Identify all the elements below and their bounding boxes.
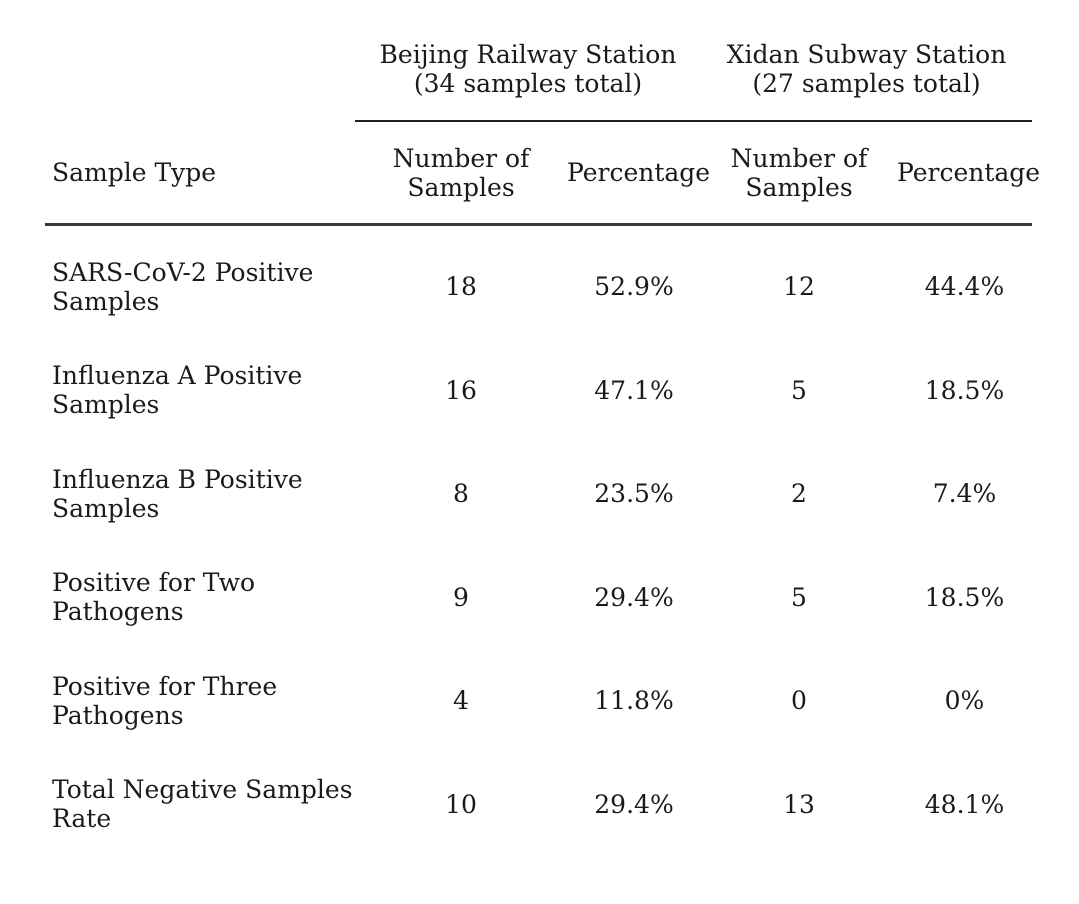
col-header-xds-number-of-samples: Number of Samples xyxy=(701,144,897,202)
row-label-text: SARS-CoV-2 Positive Samples xyxy=(52,257,314,316)
group-header-xidan: Xidan Subway Station (27 samples total) xyxy=(701,40,1032,98)
bjs-percentage-value: 47.1% xyxy=(594,375,674,405)
xds-percentage-value: 18.5% xyxy=(924,582,1005,612)
bjs-percentage-value: 29.4% xyxy=(594,789,674,819)
col-header-sample-type: Sample Type xyxy=(52,158,217,187)
bjs-percentage-value: 29.4% xyxy=(594,582,674,612)
row-label-text: Positive for Two Pathogens xyxy=(52,568,256,627)
bjs-percentage-value: 23.5% xyxy=(594,479,674,509)
group-header-spacer xyxy=(45,40,355,122)
table-row-three-pathogens: Positive for Three Pathogens 4 11.8% 0 0… xyxy=(45,649,1032,753)
table-row-influenza-a: Influenza A Positive Samples 16 47.1% 5 … xyxy=(45,339,1032,443)
bjs-count-value: 10 xyxy=(445,789,477,819)
samples-comparison-table: Beijing Railway Station (34 samples tota… xyxy=(45,40,1041,856)
row-label: Positive for Three Pathogens xyxy=(45,672,355,730)
table-row-sars-cov-2: SARS-CoV-2 Positive Samples 18 52.9% 12 … xyxy=(45,235,1032,339)
bjs-count-value: 9 xyxy=(453,582,469,612)
row-label: Positive for Two Pathogens xyxy=(45,568,355,626)
bjs-count-value: 4 xyxy=(453,686,469,716)
col-header-bjs-percentage: Percentage xyxy=(567,158,711,187)
row-label-text: Influenza A Positive Samples xyxy=(52,361,303,420)
xds-count-value: 5 xyxy=(791,375,807,405)
xds-percentage-value: 18.5% xyxy=(924,375,1005,405)
xds-percentage-value: 48.1% xyxy=(924,789,1005,819)
col-header-xds-number-of-samples-text: Number of Samples xyxy=(730,143,868,202)
xds-count-value: 0 xyxy=(791,686,807,716)
bjs-percentage-value: 52.9% xyxy=(594,272,674,302)
table-row-two-pathogens: Positive for Two Pathogens 9 29.4% 5 18.… xyxy=(45,546,1032,650)
xds-count-value: 12 xyxy=(783,272,815,302)
col-header-xds-percentage: Percentage xyxy=(897,158,1041,187)
bjs-count-value: 16 xyxy=(445,375,477,405)
xds-count-value: 2 xyxy=(791,479,807,509)
station-group-header-row: Beijing Railway Station (34 samples tota… xyxy=(45,40,1032,122)
group-header-beijing: Beijing Railway Station (34 samples tota… xyxy=(355,40,701,98)
xds-count-value: 13 xyxy=(783,789,815,819)
col-header-bjs-number-of-samples-text: Number of Samples xyxy=(392,143,530,202)
bjs-count-value: 8 xyxy=(453,479,469,509)
bjs-count-value: 18 xyxy=(445,272,477,302)
xds-percentage-value: 7.4% xyxy=(932,479,997,509)
row-label: SARS-CoV-2 Positive Samples xyxy=(45,258,355,316)
bjs-percentage-value: 11.8% xyxy=(594,686,674,716)
group-header-xidan-title: Xidan Subway Station xyxy=(726,40,1007,69)
table-row-total-negative: Total Negative Samples Rate 10 29.4% 13 … xyxy=(45,753,1032,857)
row-label: Influenza B Positive Samples xyxy=(45,465,355,523)
row-label: Total Negative Samples Rate xyxy=(45,775,355,833)
group-header-beijing-subtitle: (34 samples total) xyxy=(413,69,643,98)
row-label: Influenza A Positive Samples xyxy=(45,361,355,419)
station-group-span: Beijing Railway Station (34 samples tota… xyxy=(355,40,1032,122)
row-label-text: Total Negative Samples Rate xyxy=(52,775,353,834)
xds-count-value: 5 xyxy=(791,582,807,612)
col-header-bjs-number-of-samples: Number of Samples xyxy=(355,144,567,202)
column-header-row: Sample Type Number of Samples Percentage… xyxy=(45,122,1041,226)
row-label-text: Influenza B Positive Samples xyxy=(52,464,303,523)
table-row-influenza-b: Influenza B Positive Samples 8 23.5% 2 7… xyxy=(45,442,1032,546)
group-header-beijing-title: Beijing Railway Station xyxy=(379,40,677,69)
row-label-text: Positive for Three Pathogens xyxy=(52,671,278,730)
group-header-xidan-subtitle: (27 samples total) xyxy=(752,69,981,98)
table-body: SARS-CoV-2 Positive Samples 18 52.9% 12 … xyxy=(45,235,1032,856)
xds-percentage-value: 44.4% xyxy=(924,272,1005,302)
xds-percentage-value: 0% xyxy=(944,686,985,716)
